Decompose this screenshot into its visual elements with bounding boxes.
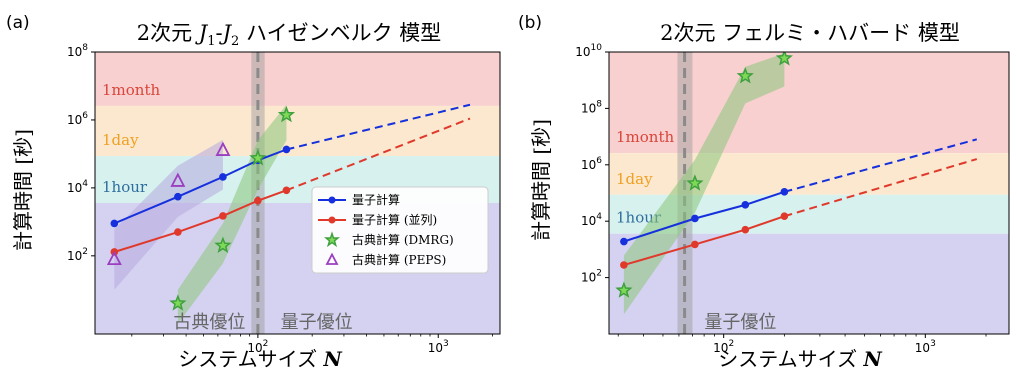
- y-tick-label: 108: [581, 99, 602, 115]
- series-line: [623, 215, 785, 266]
- time-band: [95, 52, 500, 106]
- data-point: [691, 214, 699, 223]
- dot-marker-icon: [328, 216, 336, 224]
- band-label: 1month: [102, 81, 160, 99]
- panel-a-xlabel: システムサイズ N: [178, 347, 342, 369]
- data-point: [620, 237, 628, 246]
- y-tick-label: 106: [581, 156, 602, 172]
- data-point: [741, 201, 750, 209]
- data-point-star: [736, 66, 754, 84]
- x-tick-label: 102: [713, 339, 734, 355]
- legend-item-quantum-parallel: 量子計算 (並列): [318, 212, 437, 227]
- data-point: [780, 212, 789, 221]
- legend-item-quantum: 量子計算: [318, 192, 400, 207]
- y-tick-label: 104: [67, 179, 88, 195]
- band-label: 1day: [616, 170, 653, 188]
- panel-b-ylabel: 計算時間 [秒]: [529, 119, 553, 241]
- data-point: [174, 192, 182, 201]
- x-tick-label: 102: [247, 339, 268, 355]
- plot-frame: [608, 51, 1010, 335]
- band-label: 1month: [616, 128, 674, 146]
- legend-label: 古典計算 (PEPS): [352, 252, 446, 267]
- data-point: [174, 228, 182, 236]
- dot-marker-icon: [328, 196, 336, 204]
- panel-a-legend: 量子計算 量子計算 (並列) 古典計算 (DMRG) 古典計算 (PEPS): [311, 186, 489, 274]
- data-point: [254, 196, 262, 205]
- y-tick-label: 102: [67, 247, 88, 263]
- legend-label: 量子計算 (並列): [352, 212, 437, 227]
- panel-a-ylabel: 計算時間 [秒]: [11, 129, 35, 251]
- time-band: [609, 52, 1009, 154]
- data-point: [780, 188, 789, 196]
- data-point-star: [615, 281, 633, 298]
- triangle-marker-icon: [325, 252, 339, 265]
- y-tick-label: 104: [581, 212, 602, 228]
- extrapolation-line: [286, 103, 471, 151]
- data-point: [282, 145, 291, 154]
- y-tick-label: 108: [67, 43, 88, 59]
- panel-a-label: (a): [6, 13, 30, 33]
- data-point: [219, 212, 227, 220]
- data-point: [219, 173, 227, 181]
- band-label: 1day: [102, 131, 139, 149]
- band-label: 1hour: [102, 178, 148, 196]
- data-point: [741, 225, 750, 234]
- data-point-star: [169, 294, 187, 311]
- panel-b-chart: (b) 2次元 フェルミ・ハバード 模型 1month1day1hour量子優位…: [518, 13, 1010, 369]
- panel-a-title: 2次元 J1-J2 ハイゼンベルク 模型: [137, 21, 442, 49]
- data-point-star: [277, 105, 296, 123]
- panel-b-label: (b): [518, 13, 542, 33]
- legend-item-peps: 古典計算 (PEPS): [325, 252, 446, 267]
- x-tick-label: 103: [915, 339, 936, 355]
- panel-b-xlabel: システムサイズ N: [718, 347, 882, 369]
- data-point-triangle: [170, 172, 186, 187]
- x-tick-label: 103: [428, 339, 449, 355]
- legend-item-dmrg: 古典計算 (DMRG): [324, 231, 454, 248]
- data-point-star: [214, 236, 232, 254]
- extrapolation-line: [784, 158, 978, 218]
- uncertainty-band: [623, 53, 785, 315]
- data-point: [620, 261, 628, 269]
- panel-a-chart: (a) 2次元 J1-J2 ハイゼンベルク 模型 1month 1day 1hour…: [6, 13, 501, 369]
- crossover-band: [251, 52, 265, 334]
- legend-box: [311, 186, 489, 274]
- uncertainty-band: [114, 139, 223, 290]
- star-marker-icon: [324, 231, 340, 248]
- data-point: [282, 186, 291, 195]
- panel-b-title: 2次元 フェルミ・ハバード 模型: [660, 21, 960, 45]
- legend-label: 量子計算: [352, 192, 400, 207]
- extrapolation-line: [784, 138, 978, 193]
- series-line: [623, 190, 785, 243]
- region-label-quantum: 量子優位: [704, 312, 776, 333]
- time-band: [609, 153, 1009, 195]
- region-label-classical: 古典優位: [173, 312, 245, 333]
- region-label-quantum: 量子優位: [281, 312, 353, 333]
- data-point-triangle: [215, 141, 231, 156]
- data-point: [110, 219, 119, 228]
- legend-label: 古典計算 (DMRG): [352, 232, 454, 247]
- data-point-star: [775, 52, 793, 66]
- data-point-star: [249, 149, 267, 166]
- y-tick-label: 106: [67, 111, 88, 127]
- y-tick-label: 1010: [575, 43, 602, 59]
- data-point: [691, 240, 699, 249]
- data-point-star: [686, 174, 704, 191]
- y-tick-label: 102: [581, 269, 602, 285]
- plot-frame: [94, 51, 501, 335]
- data-point-triangle: [106, 250, 122, 266]
- extrapolation-line: [286, 117, 471, 192]
